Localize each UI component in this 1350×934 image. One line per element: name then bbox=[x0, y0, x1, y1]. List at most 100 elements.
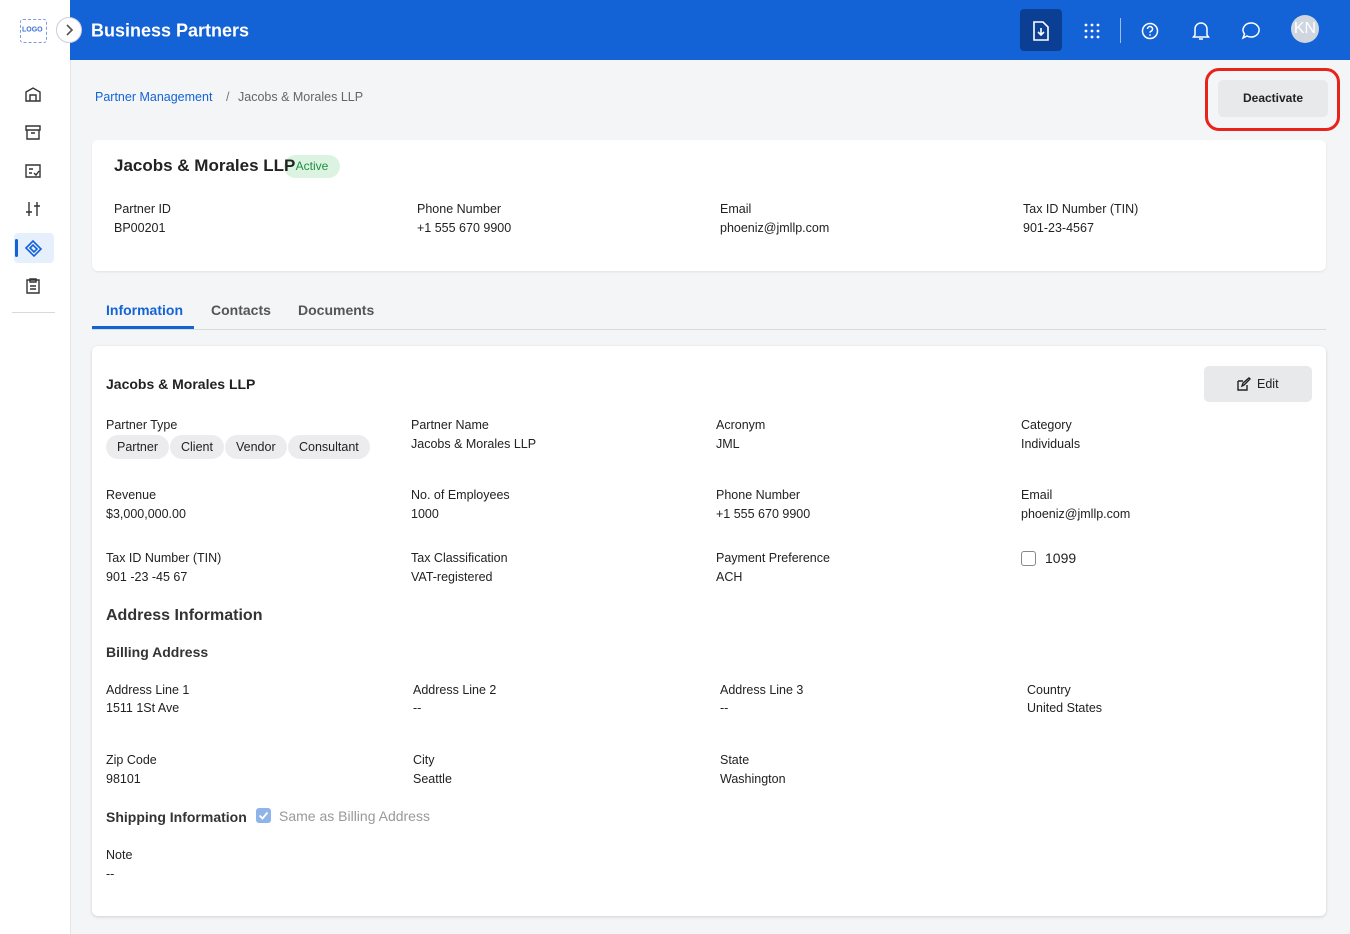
field-value: 1511 1St Ave bbox=[106, 701, 180, 715]
field-value: JML bbox=[716, 437, 740, 451]
sidebar bbox=[0, 0, 71, 934]
field-value: +1 555 670 9900 bbox=[716, 507, 811, 521]
edit-button[interactable] bbox=[1204, 366, 1312, 402]
field-label: Acronym bbox=[716, 418, 766, 432]
chevron-icon bbox=[66, 24, 74, 36]
field-label: Partner Name bbox=[411, 418, 489, 432]
field-label: State bbox=[720, 753, 750, 767]
field-value: 98101 bbox=[106, 772, 141, 786]
deactivate-button[interactable] bbox=[1218, 80, 1328, 117]
edit-button-label[interactable]: Edit bbox=[1257, 377, 1279, 391]
field-value: BP00201 bbox=[114, 221, 166, 235]
tab[interactable]: Contacts bbox=[211, 302, 271, 318]
field-label: Revenue bbox=[106, 488, 157, 502]
chip[interactable]: Vendor bbox=[225, 435, 287, 459]
field-label: Note bbox=[106, 848, 133, 862]
download-icon bbox=[1033, 21, 1049, 41]
field-value: -- bbox=[106, 867, 115, 881]
sliders-icon[interactable] bbox=[25, 201, 41, 217]
status-badge bbox=[284, 155, 340, 178]
avatar[interactable] bbox=[1291, 15, 1319, 43]
same-address-checkbox[interactable] bbox=[256, 808, 271, 823]
active-nav[interactable] bbox=[14, 233, 54, 263]
field-label: Address Line 3 bbox=[720, 683, 804, 697]
check-mark bbox=[258, 811, 269, 820]
field-label: Zip Code bbox=[106, 753, 157, 767]
logo: LOGO bbox=[22, 26, 43, 34]
status-label: Active bbox=[295, 159, 329, 173]
field-value: $3,000,000.00 bbox=[106, 507, 186, 521]
field-label: Country bbox=[1027, 683, 1071, 697]
tab[interactable]: Information bbox=[106, 302, 183, 318]
sidebar-divider bbox=[12, 312, 55, 313]
details-card bbox=[92, 346, 1326, 916]
logo-box bbox=[20, 19, 47, 43]
field-value: Washington bbox=[720, 772, 786, 786]
field-label: Category bbox=[1021, 418, 1072, 432]
field-value: -- bbox=[413, 701, 422, 715]
page-title: Business Partners bbox=[91, 20, 250, 41]
tasks-icon[interactable] bbox=[25, 163, 41, 179]
field-value: 901 -23 -45 67 bbox=[106, 570, 188, 584]
field-value: United States bbox=[1027, 701, 1103, 715]
field-label: No. of Employees bbox=[411, 488, 510, 502]
clipboard-icon[interactable] bbox=[25, 278, 41, 294]
field-label: Address Line 1 bbox=[106, 683, 190, 697]
field-label: Payment Preference bbox=[716, 551, 830, 565]
deactivate-button-label[interactable]: Deactivate bbox=[1242, 91, 1304, 105]
tab[interactable]: Documents bbox=[298, 302, 375, 318]
tab-underline bbox=[92, 326, 194, 329]
section-title: Jacobs & Morales LLP bbox=[106, 376, 256, 392]
field-label: Tax ID Number (TIN) bbox=[106, 551, 222, 565]
edit-icon bbox=[1237, 377, 1251, 391]
bell-icon[interactable] bbox=[1192, 21, 1210, 41]
field-label: Email bbox=[720, 202, 752, 216]
breadcrumb-separator: / bbox=[226, 90, 230, 104]
chip[interactable]: Consultant bbox=[288, 435, 370, 459]
field-label: Tax ID Number (TIN) bbox=[1023, 202, 1139, 216]
subsection-title: Billing Address bbox=[106, 644, 209, 660]
subsection-title: Shipping Information bbox=[106, 809, 247, 825]
field-value: Individuals bbox=[1021, 437, 1081, 451]
field-label: Partner Type bbox=[106, 418, 178, 432]
field-label: Email bbox=[1021, 488, 1053, 502]
field-value: Seattle bbox=[413, 772, 452, 786]
breadcrumb-current: Jacobs & Morales LLP bbox=[238, 90, 364, 104]
field-label: Address Line 2 bbox=[413, 683, 497, 697]
partner-name: Jacobs & Morales LLP bbox=[114, 156, 296, 175]
section-title: Address Information bbox=[106, 607, 263, 624]
field-value: 1000 bbox=[411, 507, 439, 521]
apps-icon[interactable] bbox=[1084, 23, 1100, 39]
active-indicator bbox=[15, 239, 18, 257]
tabs-line bbox=[92, 329, 1326, 330]
avatar-initials: KN bbox=[1293, 20, 1317, 37]
chip[interactable]: Partner bbox=[106, 435, 169, 459]
chip[interactable]: Client bbox=[170, 435, 224, 459]
collapse-button[interactable] bbox=[56, 17, 82, 43]
field-label: City bbox=[413, 753, 435, 767]
field-label: Tax Classification bbox=[411, 551, 508, 565]
chat-icon[interactable] bbox=[1241, 21, 1261, 41]
partners-icon bbox=[24, 239, 43, 258]
checkbox-label: 1099 bbox=[1045, 550, 1077, 566]
field-value: ACH bbox=[716, 570, 743, 584]
checkbox-label: Same as Billing Address bbox=[279, 808, 430, 824]
highlight-outline bbox=[1205, 68, 1340, 131]
archive-icon[interactable] bbox=[25, 124, 41, 140]
top-bar bbox=[70, 0, 1350, 60]
field-label: Partner ID bbox=[114, 202, 171, 216]
home-icon[interactable] bbox=[25, 86, 41, 102]
field-label: Phone Number bbox=[716, 488, 801, 502]
field-value: -- bbox=[720, 701, 729, 715]
field-value: phoeniz@jmllp.com bbox=[720, 221, 830, 235]
checkbox-1099[interactable] bbox=[1021, 551, 1036, 566]
field-value: 901-23-4567 bbox=[1023, 221, 1094, 235]
field-value: Jacobs & Morales LLP bbox=[411, 437, 537, 451]
field-value: phoeniz@jmllp.com bbox=[1021, 507, 1131, 521]
field-value: +1 555 670 9900 bbox=[417, 221, 512, 235]
field-value: VAT-registered bbox=[411, 570, 493, 584]
help-icon[interactable] bbox=[1141, 22, 1159, 40]
breadcrumb-link[interactable]: Partner Management bbox=[95, 90, 213, 104]
field-label: Phone Number bbox=[417, 202, 502, 216]
